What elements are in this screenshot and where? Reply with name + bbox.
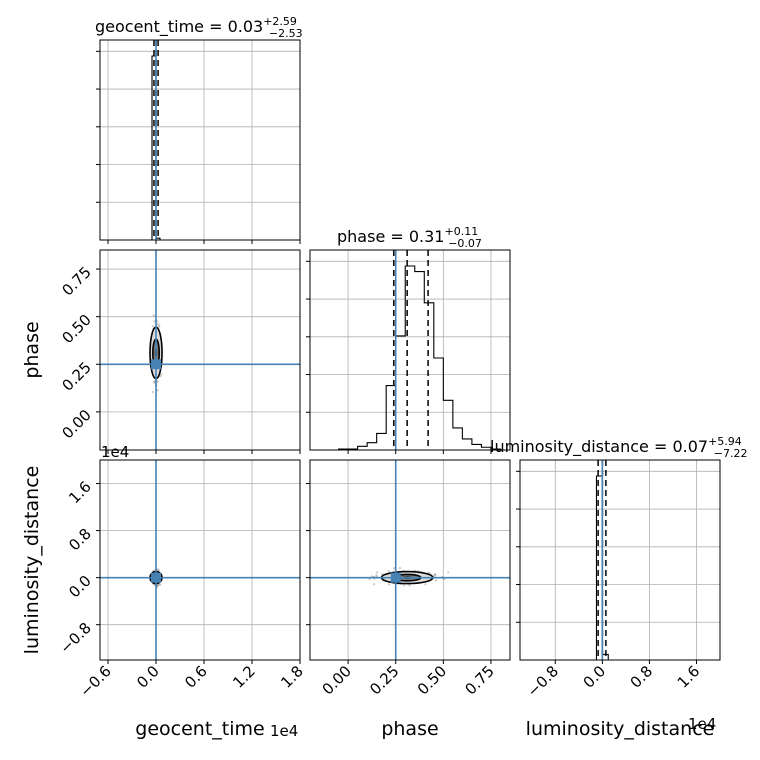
truth-marker-phase-vs-luminosity-distance <box>390 572 401 583</box>
sample-point-geocent-time-vs-phase <box>152 314 155 317</box>
xtick-label-luminosity-distance-3: 1.6 <box>674 662 704 692</box>
xtick-label-geocent-time-2: 0.6 <box>181 662 211 692</box>
sample-point-geocent-time-vs-luminosity-distance <box>157 569 160 572</box>
xtick-label-phase-3: 0.75 <box>461 662 497 698</box>
panel-luminosity-distance <box>520 460 720 660</box>
xtick-label-phase-1: 0.25 <box>366 662 402 698</box>
panel-frame-geocent-time-vs-luminosity-distance <box>99 459 301 661</box>
xtick-label-geocent-time-1: 0.0 <box>133 662 163 692</box>
ytick-label-phase-3: 0.75 <box>58 263 94 299</box>
panel-backgrounds <box>100 40 720 660</box>
panel-frame-geocent-time-vs-phase <box>99 249 301 451</box>
xlabel-luminosity-distance: luminosity_distance <box>526 718 715 740</box>
truth-marker-geocent-time-vs-phase <box>151 359 161 370</box>
title-geocent-time: geocent_time = 0.03+2.59 −2.53 <box>95 15 303 40</box>
ytick-label-phase-2: 0.50 <box>58 311 94 347</box>
sample-point-phase-vs-luminosity-distance <box>368 578 371 581</box>
title-luminosity-distance: luminosity_distance = 0.07+5.94 −7.22 <box>490 435 748 460</box>
ytick-label-luminosity-distance-0: −0.8 <box>56 619 94 657</box>
sample-point-phase-vs-luminosity-distance <box>447 571 450 574</box>
panel-bg-phase-vs-luminosity-distance <box>310 460 510 660</box>
panel-geocent-time-vs-phase <box>100 250 300 450</box>
xtick-label-geocent-time-4: 1.8 <box>277 662 307 692</box>
sample-point-geocent-time-vs-phase <box>153 320 156 323</box>
ytick-label-luminosity-distance-2: 0.8 <box>65 525 95 555</box>
offset-text-geocent-time-x: 1e4 <box>270 722 298 740</box>
sample-point-phase-vs-luminosity-distance <box>380 573 384 576</box>
offset-text-luminosity-distance-y: 1e4 <box>101 443 129 461</box>
panel-bg-geocent-time-vs-luminosity-distance <box>100 460 300 660</box>
sample-point-phase-vs-luminosity-distance <box>375 571 379 574</box>
panel-bg-luminosity-distance <box>520 460 720 660</box>
ytick-label-phase-1: 0.25 <box>58 358 94 394</box>
panel-bg-phase <box>310 250 510 450</box>
panel-phase-vs-luminosity-distance <box>310 460 510 660</box>
panel-geocent-time-vs-luminosity-distance <box>100 460 300 660</box>
offset-text-luminosity-distance-x: 1e4 <box>688 715 716 733</box>
sample-point-geocent-time-vs-phase <box>156 389 159 392</box>
xtick-label-geocent-time-0: −0.6 <box>76 662 114 700</box>
panel-phase <box>310 250 510 450</box>
xlabel-phase: phase <box>381 718 438 740</box>
truth-marker-geocent-time-vs-luminosity-distance <box>151 572 161 583</box>
xtick-label-luminosity-distance-1: 0.0 <box>580 662 610 692</box>
sample-point-geocent-time-vs-phase <box>152 380 155 384</box>
ytick-label-phase-0: 0.00 <box>58 406 94 442</box>
panel-frame-geocent-time <box>99 39 301 241</box>
ylabel-luminosity-distance: luminosity_distance <box>21 466 43 655</box>
xtick-label-luminosity-distance-2: 0.8 <box>627 662 657 692</box>
sample-point-phase-vs-luminosity-distance <box>388 583 391 586</box>
sample-point-phase-vs-luminosity-distance <box>434 579 438 582</box>
sample-point-phase-vs-luminosity-distance <box>434 573 437 576</box>
sample-point-geocent-time-vs-phase <box>160 373 163 376</box>
sample-point-phase-vs-luminosity-distance <box>387 570 390 573</box>
sample-point-phase-vs-luminosity-distance <box>408 584 411 587</box>
title-phase: phase = 0.31+0.11 −0.07 <box>337 225 482 250</box>
ylabel-phase: phase <box>21 321 43 378</box>
ytick-label-luminosity-distance-3: 1.6 <box>65 478 95 508</box>
xtick-label-phase-0: 0.00 <box>319 662 355 698</box>
panel-bg-geocent-time-vs-phase <box>100 250 300 450</box>
sample-point-geocent-time-vs-phase <box>151 324 154 328</box>
sample-point-geocent-time-vs-phase <box>158 324 161 327</box>
xtick-label-luminosity-distance-0: −0.8 <box>524 662 562 700</box>
sample-point-phase-vs-luminosity-distance <box>373 583 376 586</box>
sample-point-geocent-time-vs-phase <box>159 375 162 378</box>
xtick-label-geocent-time-3: 1.2 <box>229 662 259 692</box>
hist-phase <box>338 265 510 450</box>
sample-point-phase-vs-luminosity-distance <box>392 566 396 570</box>
panel-frame-luminosity-distance <box>519 459 721 661</box>
sample-point-phase-vs-luminosity-distance <box>398 567 402 570</box>
xtick-label-phase-2: 0.50 <box>414 662 450 698</box>
panel-frame-phase <box>309 249 511 451</box>
plot-marks <box>100 40 720 660</box>
sample-point-geocent-time-vs-luminosity-distance <box>159 583 162 586</box>
panel-geocent-time <box>100 40 300 240</box>
sample-point-geocent-time-vs-luminosity-distance <box>156 584 159 587</box>
xlabel-geocent-time: geocent_time <box>135 718 264 740</box>
sample-point-phase-vs-luminosity-distance <box>424 583 427 586</box>
sample-point-geocent-time-vs-phase <box>157 322 160 325</box>
ytick-label-luminosity-distance-1: 0.0 <box>65 572 95 602</box>
sample-point-geocent-time-vs-phase <box>151 390 154 394</box>
panel-frame-phase-vs-luminosity-distance <box>309 459 511 661</box>
sample-point-phase-vs-luminosity-distance <box>403 584 406 587</box>
panel-bg-geocent-time <box>100 40 300 240</box>
